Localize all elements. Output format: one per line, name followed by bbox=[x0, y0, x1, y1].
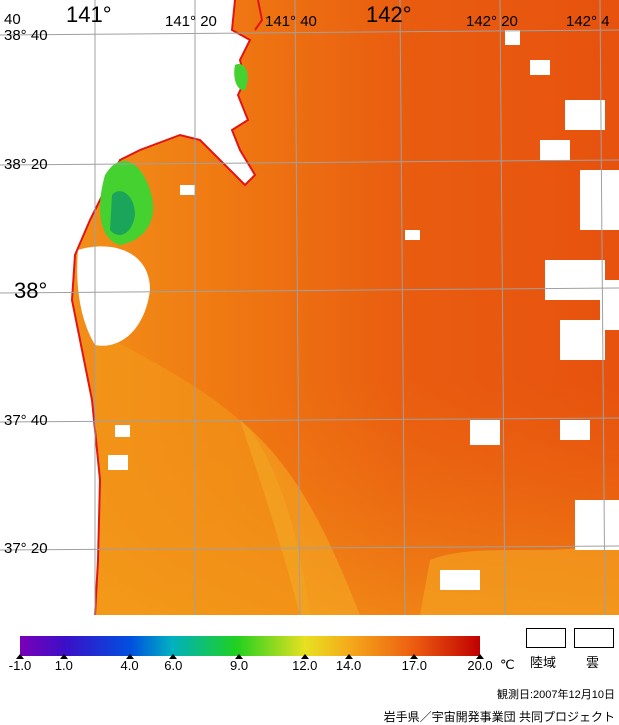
temperature-colorbar bbox=[20, 636, 480, 656]
colorbar-tick-label: 17.0 bbox=[401, 658, 427, 673]
colorbar-tick-mark bbox=[344, 654, 353, 659]
lat-label-37-20: 37° 20 bbox=[4, 540, 48, 557]
colorbar-tick-label: -1.0 bbox=[8, 658, 32, 673]
lon-label-141: 141° bbox=[66, 2, 112, 27]
sea-surface-temperature-map bbox=[0, 0, 619, 615]
lon-label-141-20: 141° 20 bbox=[165, 13, 217, 30]
lat-label-38-40: 38° 40 bbox=[4, 27, 48, 44]
lon-label-142-40: 142° 4 bbox=[566, 13, 610, 30]
lon-label-141-40w: 40 bbox=[4, 11, 21, 28]
colorbar-tick-label: 12.0 bbox=[292, 658, 318, 673]
lon-label-142: 142° bbox=[366, 2, 412, 27]
land-area bbox=[0, 0, 255, 615]
colorbar-tick-mark bbox=[476, 654, 484, 659]
credit-text: 岩手県／宇宙開発事業団 共同プロジェクト bbox=[383, 710, 615, 724]
lat-label-38-20: 38° 20 bbox=[4, 156, 48, 173]
land-legend-box bbox=[526, 628, 566, 648]
lat-label-37-40: 37° 40 bbox=[4, 412, 48, 429]
colorbar-tick-label: 1.0 bbox=[54, 658, 73, 673]
observation-date: 観測日:2007年12月10日 bbox=[497, 689, 615, 701]
land-legend-label: 陸域 bbox=[530, 655, 557, 670]
colorbar-tick-label: 4.0 bbox=[120, 658, 139, 673]
lon-label-141-40: 141° 40 bbox=[265, 13, 317, 30]
lon-label-142-20: 142° 20 bbox=[466, 13, 518, 30]
colorbar-tick-mark bbox=[235, 654, 244, 659]
colorbar-tick-label: 9.0 bbox=[230, 658, 249, 673]
colorbar-tick-mark bbox=[169, 654, 178, 659]
colorbar-tick-mark bbox=[125, 654, 134, 659]
colorbar-tick-mark bbox=[300, 654, 309, 659]
colorbar-tick-mark bbox=[16, 654, 24, 659]
cloud-legend-label: 雲 bbox=[586, 655, 600, 670]
lat-label-38: 38° bbox=[14, 278, 48, 303]
colorbar-tick-mark bbox=[59, 654, 68, 659]
colorbar-tick-mark bbox=[410, 654, 419, 659]
colorbar-tick-label: 20.0 bbox=[467, 658, 493, 673]
temperature-unit: ℃ bbox=[500, 657, 515, 672]
colorbar-tick-label: 6.0 bbox=[164, 658, 183, 673]
cloud-legend-box bbox=[574, 628, 614, 648]
colorbar-tick-label: 14.0 bbox=[335, 658, 362, 673]
